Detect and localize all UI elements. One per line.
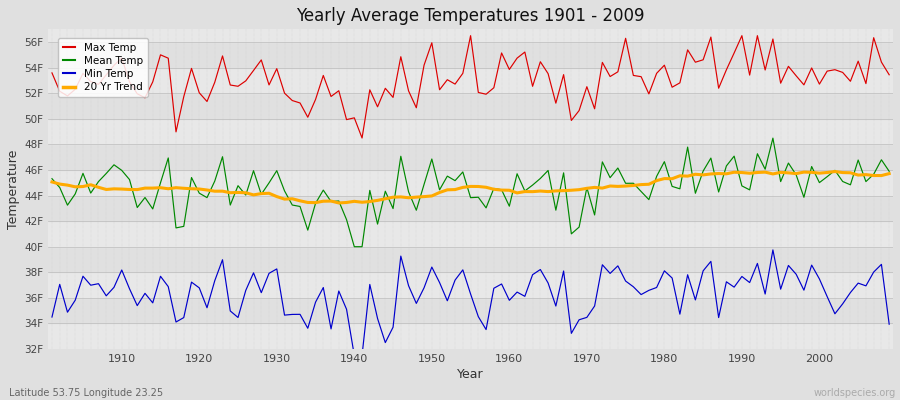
Y-axis label: Temperature: Temperature <box>7 150 20 229</box>
Bar <box>48 170 893 196</box>
Bar <box>48 298 893 324</box>
Bar <box>48 324 893 349</box>
Bar <box>48 119 893 144</box>
Bar <box>48 16 893 42</box>
Bar <box>48 196 893 221</box>
X-axis label: Year: Year <box>457 368 484 381</box>
Bar <box>48 144 893 170</box>
Bar <box>48 93 893 119</box>
Text: worldspecies.org: worldspecies.org <box>814 388 896 398</box>
Bar <box>48 272 893 298</box>
Bar <box>48 42 893 68</box>
Title: Yearly Average Temperatures 1901 - 2009: Yearly Average Temperatures 1901 - 2009 <box>296 7 644 25</box>
Bar <box>48 68 893 93</box>
Bar <box>48 221 893 247</box>
Legend: Max Temp, Mean Temp, Min Temp, 20 Yr Trend: Max Temp, Mean Temp, Min Temp, 20 Yr Tre… <box>58 38 148 98</box>
Bar <box>48 247 893 272</box>
Text: Latitude 53.75 Longitude 23.25: Latitude 53.75 Longitude 23.25 <box>9 388 163 398</box>
